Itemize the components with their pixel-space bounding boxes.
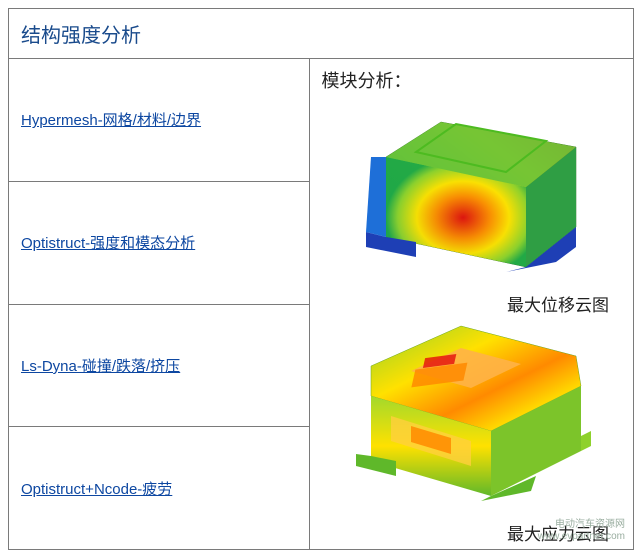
watermark-line2: www.evpartner.com bbox=[538, 531, 625, 543]
software-item-ncode[interactable]: Optistruct+Ncode-疲劳 bbox=[9, 427, 309, 549]
software-item-lsdyna[interactable]: Ls-Dyna-碰撞/跌落/挤压 bbox=[9, 305, 309, 428]
content-row: Hypermesh-网格/材料/边界 Optistruct-强度和模态分析 Ls… bbox=[9, 59, 633, 549]
module-analysis: 模块分析： bbox=[310, 59, 634, 549]
software-item-label: Hypermesh-网格/材料/边界 bbox=[21, 109, 201, 130]
stress-figure: 最大应力云图 bbox=[322, 316, 622, 545]
software-item-label: Optistruct-强度和模态分析 bbox=[21, 232, 195, 253]
stress-contour-icon bbox=[341, 316, 601, 516]
software-item-label: Ls-Dyna-碰撞/跌落/挤压 bbox=[21, 355, 180, 376]
panel-title: 结构强度分析 bbox=[9, 9, 633, 59]
software-list: Hypermesh-网格/材料/边界 Optistruct-强度和模态分析 Ls… bbox=[9, 59, 310, 549]
watermark-line1: 电动汽车资源网 bbox=[538, 519, 625, 531]
watermark: 电动汽车资源网 www.evpartner.com bbox=[538, 519, 625, 543]
software-item-hypermesh[interactable]: Hypermesh-网格/材料/边界 bbox=[9, 59, 309, 182]
displacement-caption: 最大位移云图 bbox=[322, 291, 622, 316]
software-item-optistruct[interactable]: Optistruct-强度和模态分析 bbox=[9, 182, 309, 305]
module-analysis-title: 模块分析： bbox=[322, 67, 622, 93]
displacement-contour-icon bbox=[346, 97, 596, 287]
software-item-label: Optistruct+Ncode-疲劳 bbox=[21, 478, 172, 499]
analysis-panel: 结构强度分析 Hypermesh-网格/材料/边界 Optistruct-强度和… bbox=[8, 8, 634, 550]
displacement-figure: 最大位移云图 bbox=[322, 97, 622, 316]
